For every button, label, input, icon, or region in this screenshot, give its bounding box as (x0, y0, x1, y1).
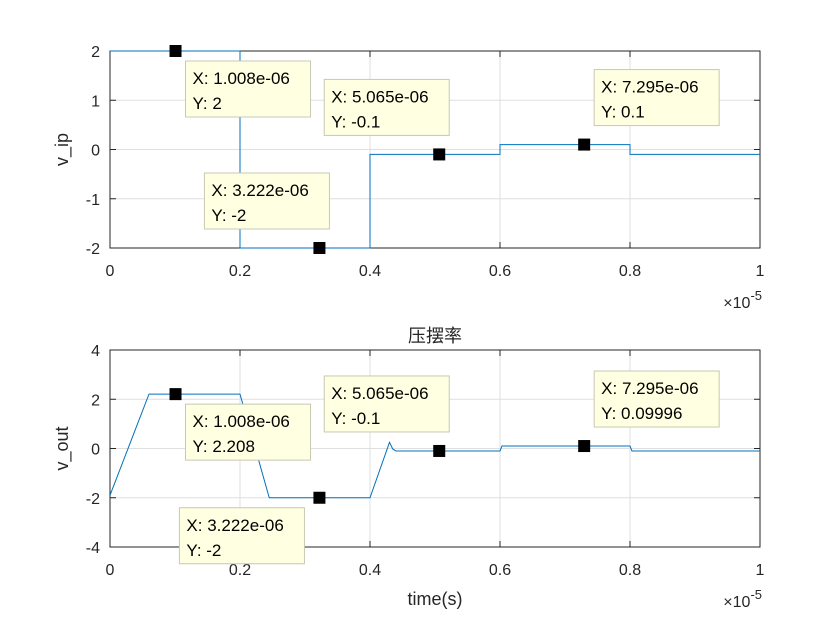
x-tick-label: 0 (106, 562, 115, 579)
x-tick-label: 0.6 (489, 562, 511, 579)
datatip: X: 7.295e-06 Y: 0.09996 (578, 370, 720, 453)
datatip-box (178, 507, 305, 565)
x-tick-label: 0.6 (489, 263, 511, 280)
datatip-box (593, 69, 720, 127)
y-axis-label: v_ip (52, 133, 73, 166)
subplot-1: 0 0.2 0.4 0.6 0.8 1 -2 -1 0 1 2 ×10-5 v_ip X: 1.008e-… (52, 44, 765, 312)
datatip-box (323, 78, 450, 136)
datatip-y-value: Y: -2 (186, 541, 221, 560)
y-tick-label: 0 (91, 442, 100, 459)
x-exponent-base: ×10 (723, 295, 750, 312)
x-tick-label: 1 (756, 562, 765, 579)
datatip-box (593, 370, 720, 428)
datatip-x-value: X: 1.008e-06 (193, 69, 290, 88)
chart-title: 压摆率 (408, 326, 462, 347)
x-tick-label: 0.4 (359, 562, 381, 579)
datatip-y-value: Y: 2.208 (193, 437, 255, 456)
x-exponent-power: -5 (750, 288, 762, 303)
x-tick-label: 0.2 (229, 263, 251, 280)
y-tick-label: 4 (91, 343, 100, 360)
datatip-box (203, 172, 330, 230)
datatip: X: 1.008e-06 Y: 2.208 (169, 388, 312, 461)
x-exponent-label: ×10-5 (723, 587, 762, 611)
datatip-y-value: Y: -0.1 (331, 409, 380, 428)
datatip-y-value: Y: -2 (211, 206, 246, 225)
y-tick-label: -4 (86, 540, 100, 557)
datatip-marker (578, 440, 591, 453)
datatip-y-value: Y: 2 (193, 94, 222, 113)
datatip-box (185, 403, 312, 461)
datatip: X: 5.065e-06 Y: -0.1 (323, 375, 450, 457)
datatip-marker (433, 444, 446, 457)
datatip: X: 1.008e-06 Y: 2 (169, 45, 312, 118)
datatip-x-value: X: 3.222e-06 (186, 516, 283, 535)
x-tick-label: 0.2 (229, 562, 251, 579)
datatip-box (185, 60, 312, 118)
datatip-marker (313, 491, 326, 504)
datatip-marker (433, 148, 446, 161)
datatip-x-value: X: 3.222e-06 (211, 181, 308, 200)
y-tick-label: 1 (91, 93, 100, 110)
datatip-marker (313, 242, 326, 254)
x-tick-label: 0.8 (619, 562, 641, 579)
datatip-marker (169, 45, 182, 57)
y-tick-label: 2 (91, 44, 100, 61)
datatip-y-value: Y: -0.1 (331, 112, 380, 131)
datatip-y-value: Y: 0.1 (601, 103, 644, 122)
y-tick-label: 2 (91, 392, 100, 409)
y-tick-label: -2 (86, 241, 100, 258)
y-tick-label: -2 (86, 491, 100, 508)
datatip-x-value: X: 5.065e-06 (331, 87, 428, 106)
datatip-marker (169, 388, 182, 401)
x-exponent-base: ×10 (723, 594, 750, 611)
datatip-y-value: Y: 0.09996 (601, 404, 682, 423)
x-tick-label: 0.8 (619, 263, 641, 280)
x-exponent-label: ×10-5 (723, 288, 762, 312)
datatip-x-value: X: 1.008e-06 (193, 412, 290, 431)
datatip-x-value: X: 7.295e-06 (601, 78, 698, 97)
datatip: X: 5.065e-06 Y: -0.1 (323, 78, 450, 161)
datatip-box (323, 375, 450, 433)
subplot-2: 0 0.2 0.4 0.6 0.8 1 -4 -2 0 2 4 ×10-5 v_out time(s) 压摆… (52, 326, 765, 611)
x-axis-label: time(s) (408, 589, 463, 609)
datatip: X: 7.295e-06 Y: 0.1 (578, 69, 720, 151)
datatip-x-value: X: 7.295e-06 (601, 379, 698, 398)
datatip-marker (578, 138, 591, 151)
y-tick-label: -1 (86, 192, 100, 209)
datatip: X: 3.222e-06 Y: -2 (203, 172, 330, 254)
series-line (110, 393, 760, 499)
datatip: X: 3.222e-06 Y: -2 (178, 491, 326, 565)
x-tick-label: 0 (106, 263, 115, 280)
x-tick-label: 1 (756, 263, 765, 280)
datatip-x-value: X: 5.065e-06 (331, 384, 428, 403)
y-axis-label: v_out (52, 426, 73, 470)
x-tick-label: 0.4 (359, 263, 381, 280)
x-exponent-power: -5 (750, 587, 762, 602)
y-tick-label: 0 (91, 143, 100, 160)
